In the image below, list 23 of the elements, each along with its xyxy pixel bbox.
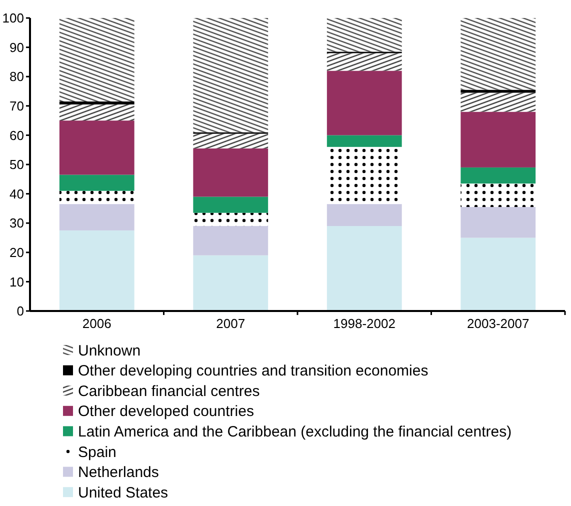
y-tick-label: 20 — [10, 244, 24, 260]
y-tick-label: 90 — [10, 40, 24, 55]
x-tick-label: 2006 — [82, 316, 112, 331]
legend-label: Other developed countries — [78, 403, 254, 420]
x-tick-label: 2007 — [216, 316, 246, 331]
y-tick-label: 60 — [10, 128, 24, 143]
y-tick-label: 80 — [10, 69, 24, 84]
legend-label: Latin America and the Caribbean (excluding the financial centres) — [78, 423, 512, 440]
x-tick-label: 1998-2002 — [333, 316, 396, 331]
x-tick-label: 2003-2007 — [467, 316, 530, 331]
y-tick-label: 10 — [10, 274, 24, 290]
y-tick-label: 100 — [2, 10, 24, 26]
y-tick-label: 30 — [10, 216, 24, 231]
y-tick-label: 70 — [10, 98, 24, 114]
y-tick-label: 40 — [10, 186, 24, 202]
legend-label: United States — [78, 484, 168, 502]
y-tick-label: 0 — [16, 304, 24, 319]
legend-label: Unknown — [78, 342, 141, 360]
legend-label: Netherlands — [78, 464, 159, 482]
y-tick-label: 50 — [10, 157, 24, 172]
legend-label: Spain — [78, 444, 116, 461]
legend-label: Caribbean financial centres — [78, 382, 260, 400]
legend-label: Other developing countries and transition economies — [78, 362, 428, 380]
